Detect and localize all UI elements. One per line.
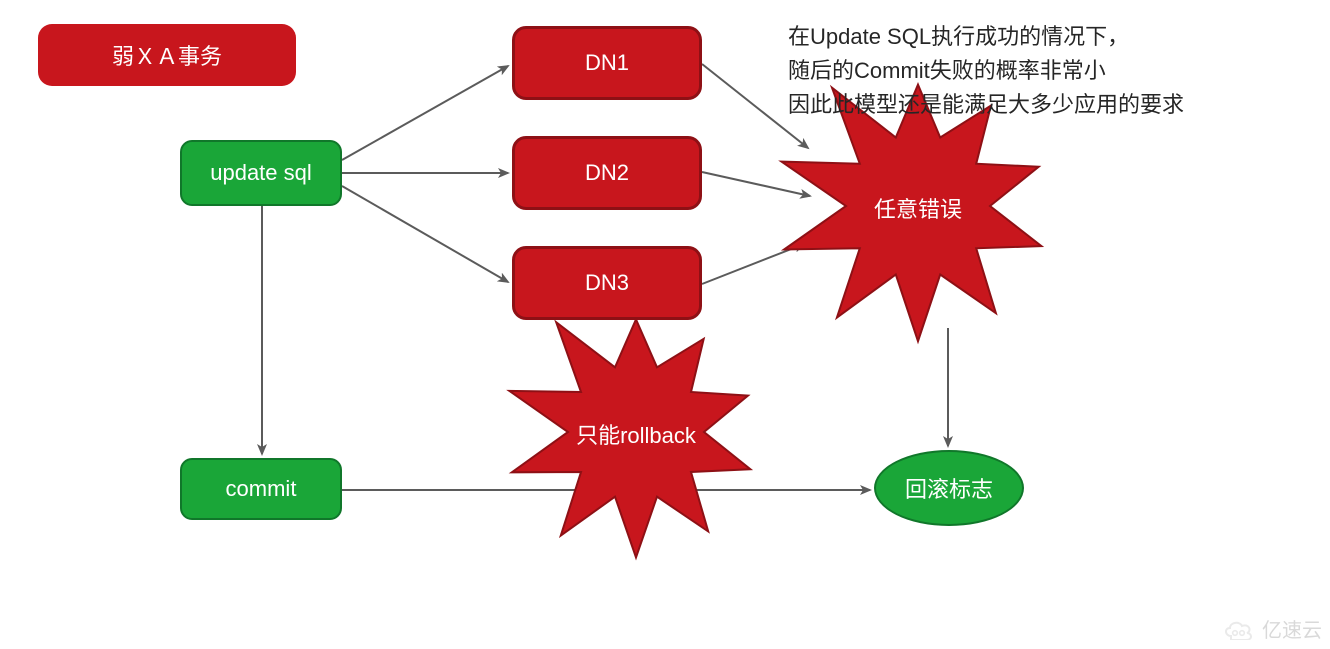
dn3-label: DN3: [585, 270, 629, 296]
cloud-icon: [1222, 618, 1256, 640]
rollback-flag-node: 回滚标志: [874, 450, 1024, 526]
update-sql-node: update sql: [180, 140, 342, 206]
any-error-label: 任意错误: [846, 192, 990, 224]
title-label: 弱ＸＡ事务: [112, 39, 222, 71]
dn3-node: DN3: [512, 246, 702, 320]
commit-node: commit: [180, 458, 342, 520]
dn1-label: DN1: [585, 50, 629, 76]
dn2-label: DN2: [585, 160, 629, 186]
edge: [702, 244, 804, 284]
only-rollback-label: 只能rollback: [568, 418, 704, 450]
watermark-text: 亿速云: [1262, 614, 1322, 643]
rollback-flag-label: 回滚标志: [905, 472, 993, 504]
dn1-node: DN1: [512, 26, 702, 100]
annotation-text: 在Update SQL执行成功的情况下， 随后的Commit失败的概率非常小 因…: [788, 20, 1184, 122]
edge: [342, 66, 508, 160]
watermark: 亿速云: [1222, 614, 1322, 643]
edge: [702, 172, 810, 196]
commit-label: commit: [226, 476, 297, 502]
dn2-node: DN2: [512, 136, 702, 210]
edge: [342, 186, 508, 282]
title-box: 弱ＸＡ事务: [38, 24, 296, 86]
update-sql-label: update sql: [210, 160, 312, 186]
